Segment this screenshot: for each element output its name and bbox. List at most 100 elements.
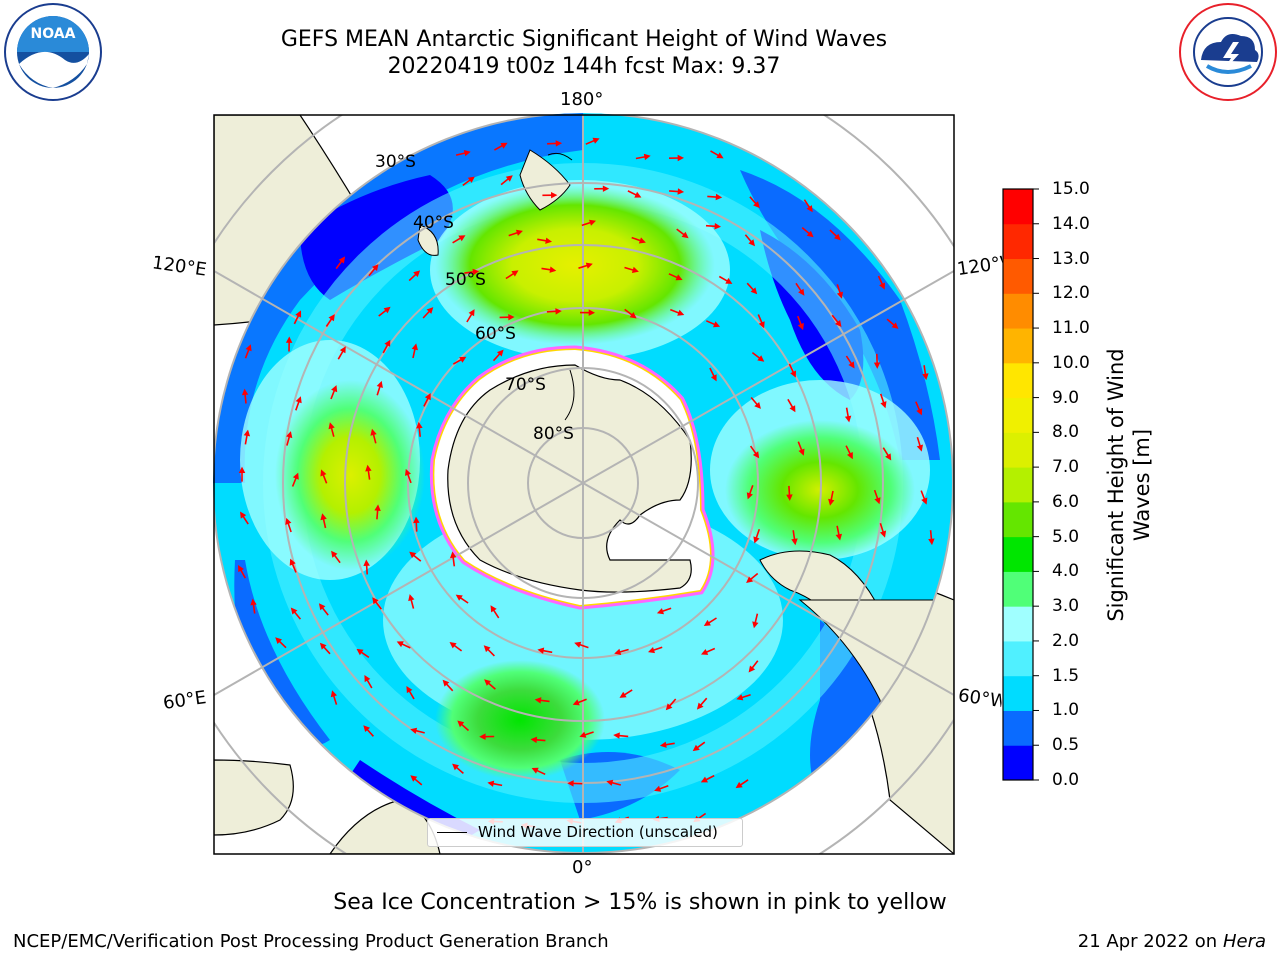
wave-direction-arrow xyxy=(879,523,887,538)
wave-direction-arrow xyxy=(499,314,515,321)
wave-direction-arrow xyxy=(442,679,454,692)
colorbar-cell xyxy=(1003,745,1033,781)
wave-direction-arrow xyxy=(319,642,331,655)
wave-direction-arrow xyxy=(746,485,754,500)
wave-direction-arrow xyxy=(613,732,629,739)
wave-direction-arrow xyxy=(530,736,546,744)
wave-direction-arrow xyxy=(624,266,639,273)
wave-direction-arrow xyxy=(581,219,596,227)
wave-direction-arrow xyxy=(537,647,553,654)
legend-line-sample xyxy=(437,832,467,833)
wave-direction-arrow xyxy=(479,733,495,740)
wave-direction-arrow xyxy=(413,516,420,532)
chart-title-line2: 20220419 t00z 144h fcst Max: 9.37 xyxy=(387,54,781,79)
wave-direction-arrow xyxy=(408,594,415,609)
colorbar-tick-label: 12.0 xyxy=(1052,283,1090,304)
lat-label-40s: 40°S xyxy=(413,213,454,233)
wave-direction-arrow xyxy=(700,774,715,783)
colorbar-tick-label: 6.0 xyxy=(1052,491,1080,512)
colorbar-cell xyxy=(1003,501,1033,538)
wave-direction-arrow xyxy=(365,464,372,480)
wave-direction-arrow xyxy=(534,697,550,704)
lat-label-30s: 30°S xyxy=(375,152,416,172)
wave-direction-arrow xyxy=(873,353,881,369)
wave-direction-arrow xyxy=(410,775,423,786)
wave-direction-arrow xyxy=(452,763,464,775)
wave-direction-arrow xyxy=(411,343,418,359)
wave-direction-arrow xyxy=(370,428,377,444)
colorbar-cell xyxy=(1003,675,1033,711)
legend: Wind Wave Direction (unscaled) xyxy=(427,818,743,847)
colorbar-cell xyxy=(1003,362,1033,399)
wave-direction-arrow xyxy=(705,223,721,230)
wave-direction-arrow xyxy=(803,199,813,213)
wave-direction-arrow xyxy=(656,607,672,615)
lon-label-0: 0° xyxy=(572,857,593,878)
wave-direction-arrow xyxy=(406,686,415,700)
wave-direction-arrow xyxy=(240,511,249,525)
wave-direction-arrow xyxy=(631,236,646,244)
wave-direction-arrow xyxy=(744,234,755,247)
wave-direction-arrow xyxy=(328,422,335,437)
wave-direction-arrow xyxy=(718,275,733,284)
wave-direction-arrow xyxy=(455,150,471,157)
wave-direction-arrow xyxy=(606,779,622,786)
wave-direction-arrow xyxy=(710,150,724,159)
wave-direction-arrow xyxy=(801,226,814,238)
wave-direction-arrow xyxy=(378,306,391,317)
wave-direction-arrow xyxy=(457,720,470,732)
wave-direction-arrow xyxy=(244,344,252,359)
colorbar-cell xyxy=(1003,571,1033,607)
colorbar-cell xyxy=(1003,467,1033,503)
wave-direction-arrow xyxy=(829,229,841,241)
wave-direction-arrow xyxy=(374,504,381,520)
wave-direction-arrow xyxy=(585,137,600,145)
wave-direction-arrow xyxy=(337,346,346,360)
wave-direction-arrow xyxy=(396,641,411,649)
wave-direction-arrow xyxy=(250,598,257,614)
wave-direction-arrow xyxy=(487,780,503,787)
wave-direction-arrow xyxy=(707,193,723,201)
colorbar-tick-label: 8.0 xyxy=(1052,422,1080,443)
wave-direction-arrow xyxy=(692,741,706,752)
sea-ice-note: Sea Ice Concentration > 15% is shown in … xyxy=(333,890,947,915)
wave-direction-arrow xyxy=(594,185,610,192)
wave-direction-arrow xyxy=(452,235,466,244)
colorbar-cell xyxy=(1003,189,1033,225)
wave-direction-arrow xyxy=(877,275,885,290)
wave-direction-arrow xyxy=(331,550,341,564)
colorbar-cell xyxy=(1003,293,1033,329)
colorbar-cell xyxy=(1003,710,1033,746)
wave-direction-arrow xyxy=(797,315,804,331)
wave-direction-arrow xyxy=(275,637,287,649)
wave-direction-arrow xyxy=(241,388,249,404)
wave-direction-arrow xyxy=(572,698,587,706)
wave-direction-arrow xyxy=(786,485,793,501)
colorbar-tick-label: 1.0 xyxy=(1052,700,1080,721)
wave-direction-arrow xyxy=(578,262,593,269)
wave-direction-arrows xyxy=(238,137,935,829)
lat-label-70s: 70°S xyxy=(505,375,546,395)
wave-direction-arrow xyxy=(668,154,684,162)
wave-direction-arrow xyxy=(787,398,796,413)
colorbar-tick-label: 11.0 xyxy=(1052,318,1090,339)
wave-direction-arrow xyxy=(574,641,589,649)
wave-direction-arrow xyxy=(541,266,557,273)
wave-direction-arrow xyxy=(490,605,500,619)
colorbar-tick-label: 0.5 xyxy=(1052,735,1080,756)
wave-direction-arrow xyxy=(376,380,383,396)
wave-direction-arrow xyxy=(363,559,370,575)
legend-label: Wind Wave Direction (unscaled) xyxy=(478,823,718,841)
colorbar-tick-label: 7.0 xyxy=(1052,457,1080,478)
footer-date: 21 Apr 2022 on Hera xyxy=(1078,931,1266,952)
colorbar-tick-label: 1.5 xyxy=(1052,665,1080,686)
wave-direction-arrow xyxy=(788,363,796,378)
wave-direction-arrow xyxy=(405,468,412,484)
wave-direction-arrow xyxy=(382,339,391,354)
wave-direction-arrow xyxy=(416,421,423,437)
colorbar-cell xyxy=(1003,328,1033,364)
wave-direction-arrow xyxy=(449,642,463,652)
wave-direction-arrow xyxy=(291,472,299,487)
colorbar-cell xyxy=(1003,223,1033,260)
